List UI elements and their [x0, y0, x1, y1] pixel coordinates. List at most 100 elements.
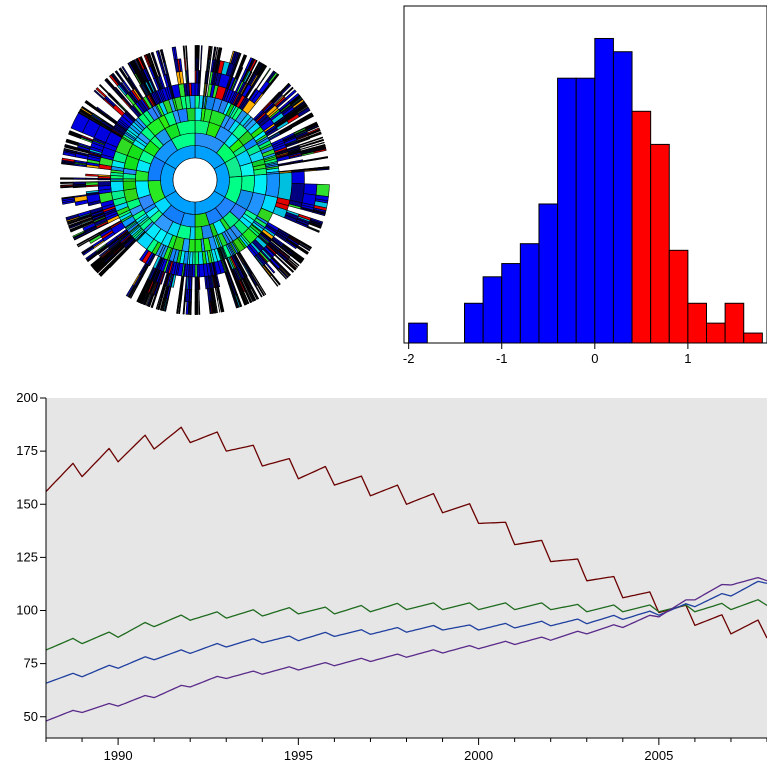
sunburst-segment-2611 [186, 107, 196, 122]
sunburst-segment-2098 [97, 174, 111, 178]
timeseries-chart: 50 75 100 125 150 175 200 1990 1995 2000 2005 [16, 390, 767, 763]
sunburst-segment-1987 [69, 224, 83, 231]
sunburst-segment-31 [199, 57, 202, 71]
sunburst-segment-2628 [190, 82, 196, 96]
timeseries-x-tick-label-1: 1995 [284, 748, 313, 763]
sunburst-segment-1931 [77, 239, 90, 248]
sunburst-segment-1461 [159, 297, 165, 311]
histogram-x-tick-label-3: 1 [684, 351, 691, 366]
sunburst-segment-1307 [194, 226, 204, 240]
histogram-bar-6 [519, 243, 540, 344]
sunburst-segment-1868 [98, 247, 111, 257]
sunburst-segment-613 [314, 157, 329, 161]
sunburst-segment-920 [269, 275, 278, 287]
sunburst-segment-2184 [69, 130, 82, 137]
sunburst-segment-2573 [151, 51, 158, 65]
histogram-bar-8 [557, 77, 577, 344]
sunburst-segment-2361 [114, 86, 125, 98]
timeseries-y-tick-label-1: 75 [24, 656, 38, 671]
sunburst-segment-2626 [189, 95, 196, 109]
sunburst-segment-56 [210, 46, 213, 60]
sunburst-segment-2229 [79, 110, 91, 118]
sunburst-segment-2598 [161, 49, 166, 63]
sunburst-segment-866 [283, 263, 294, 273]
sunburst-segment-699 [306, 226, 320, 233]
histogram-x-tick-label-0: -2 [403, 351, 415, 366]
sunburst-segment-519 [311, 140, 324, 145]
sunburst-segment-650 [291, 171, 305, 185]
sunburst-segment-1965 [72, 230, 86, 238]
histogram-bar-13 [650, 143, 670, 344]
sunburst-segment-474 [308, 130, 321, 136]
sunburst-segment-1739 [98, 264, 109, 275]
sunburst-segment-1328 [198, 289, 200, 303]
sunburst-segment-1792 [94, 260, 105, 270]
histogram-bar-7 [538, 203, 559, 344]
sunburst-segment-968 [254, 285, 263, 298]
histogram-bar-18 [743, 332, 763, 344]
sunburst-segment-1945 [76, 238, 89, 246]
sunburst-segment-1321 [194, 238, 203, 253]
sunburst-segment-2054 [97, 181, 111, 187]
sunburst-segment-2616 [183, 58, 187, 72]
sunburst-segment-183 [245, 71, 253, 84]
histogram-x-tick-label-1: -1 [496, 351, 508, 366]
histogram-bar-5 [501, 263, 521, 344]
sunburst-segment-536 [311, 142, 325, 147]
sunburst-segment-1000 [250, 287, 258, 300]
sunburst-segment-2090 [85, 177, 99, 180]
sunburst-segment-27 [197, 82, 201, 96]
sunburst-segment-1278 [217, 299, 221, 313]
histogram-bar-17 [724, 302, 745, 344]
sunburst-segment-1319 [208, 300, 211, 314]
sunburst-segment-279 [280, 84, 292, 95]
sunburst-segment-1558 [142, 292, 149, 305]
sunburst-segment-755 [285, 240, 298, 250]
sunburst-segment-246 [267, 72, 278, 84]
timeseries-y-tick-label-3: 125 [16, 549, 38, 564]
timeseries-y-tick-label-5: 175 [16, 443, 38, 458]
sunburst-segment-2072 [72, 181, 86, 184]
timeseries-y-tick-label-4: 150 [16, 496, 38, 511]
sunburst-segment-231 [259, 65, 268, 78]
sunburst-segment-936 [258, 283, 266, 296]
sunburst-segment-988 [251, 287, 259, 300]
timeseries-x-tick-label-3: 2005 [644, 748, 673, 763]
sunburst-segment-2151 [64, 144, 78, 149]
sunburst-segment-490 [309, 133, 322, 139]
sunburst-segment-2618 [183, 45, 186, 59]
sunburst-segment-2091 [72, 177, 86, 180]
sunburst-segment-280 [272, 93, 284, 105]
timeseries-plot-area [46, 398, 767, 738]
sunburst-segment-2116 [61, 157, 75, 163]
sunburst-segment-26 [198, 45, 200, 59]
sunburst-segment-2472 [132, 60, 140, 73]
sunburst-segment-2043 [122, 180, 137, 191]
sunburst-segment-890 [277, 269, 287, 280]
sunburst-segment-295 [285, 89, 297, 101]
sunburst-segment-2094 [60, 177, 74, 179]
sunburst-segment-24 [197, 57, 200, 71]
sunburst-segment-2263 [92, 112, 104, 121]
histogram-bar-12 [631, 110, 652, 344]
histogram-bar-14 [668, 249, 689, 344]
sunburst-segment-1344 [194, 276, 197, 290]
sunburst-segment-200 [253, 61, 261, 74]
sunburst-segment-2166 [66, 138, 80, 144]
sunburst-segment-1915 [81, 245, 93, 254]
timeseries-line-2 [45, 580, 767, 684]
histogram-bar-0 [408, 322, 428, 344]
sunburst-segment-2342 [108, 92, 119, 103]
histogram-bar-3 [464, 302, 484, 344]
sunburst-segment-2295 [85, 101, 97, 110]
sunburst-segment-389 [300, 112, 313, 120]
sunburst-segment-1391 [182, 301, 185, 315]
histogram-bar-10 [594, 37, 614, 344]
sunburst-chart [60, 45, 330, 315]
sunburst-segment-1320 [204, 276, 208, 290]
sunburst-segment-1029 [247, 289, 254, 302]
histogram-bar-4 [482, 276, 503, 344]
sunburst-segment-1705 [99, 266, 110, 277]
sunburst-segment-2133 [63, 148, 77, 153]
sunburst-segment-855 [285, 261, 296, 271]
